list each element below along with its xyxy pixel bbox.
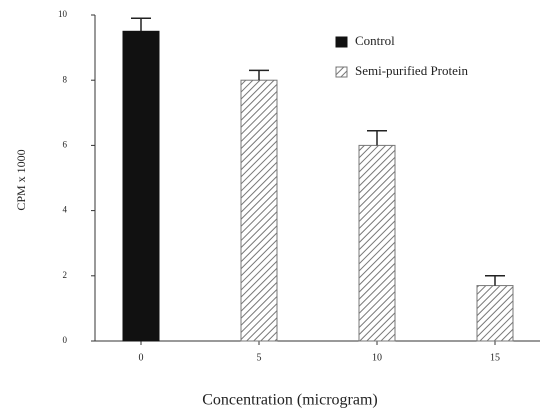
error-bar bbox=[367, 129, 387, 146]
bar bbox=[122, 30, 160, 342]
y-tick-label: 0 bbox=[63, 335, 68, 345]
y-tick-label: 6 bbox=[63, 139, 68, 149]
bar bbox=[240, 79, 278, 342]
y-tick-label: 10 bbox=[58, 9, 68, 19]
error-bar bbox=[131, 17, 151, 32]
y-tick-label: 4 bbox=[63, 205, 68, 215]
legend-swatch bbox=[335, 66, 348, 78]
x-tick-label: 10 bbox=[372, 352, 382, 363]
x-axis-label: Concentration (microgram) bbox=[202, 392, 378, 409]
error-bar bbox=[249, 69, 269, 81]
x-tick-label: 5 bbox=[257, 352, 262, 363]
bar bbox=[358, 144, 396, 342]
y-tick-label: 8 bbox=[63, 74, 68, 84]
x-tick-label: 15 bbox=[490, 352, 500, 363]
legend-swatch bbox=[335, 36, 348, 48]
error-bar bbox=[485, 275, 505, 286]
y-tick-label: 2 bbox=[63, 270, 68, 280]
legend-label: Semi-purified Protein bbox=[355, 63, 469, 78]
y-axis-label: CPM x 1000 bbox=[14, 149, 28, 210]
legend-label: Control bbox=[355, 33, 395, 48]
bar bbox=[476, 285, 514, 342]
x-tick-label: 0 bbox=[139, 352, 144, 363]
